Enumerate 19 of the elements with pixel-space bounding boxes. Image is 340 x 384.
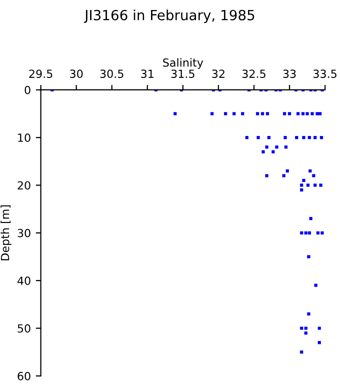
x-tick-label: 29.5 <box>29 70 52 78</box>
x-tick-label: 30.5 <box>100 70 124 78</box>
x-tick-label: 31 <box>141 70 154 78</box>
y-tick-label: 0 <box>24 86 30 94</box>
y-tick-label: 10 <box>18 134 30 142</box>
x-tick-label: 31.5 <box>171 70 194 78</box>
y-axis-title: Depth [m] <box>0 205 12 260</box>
chart-title: JI3166 in February, 1985 <box>84 10 254 24</box>
x-tick-label: 33.5 <box>314 70 336 78</box>
y-tick-label: 50 <box>18 324 30 333</box>
x-axis-title: Salinity <box>163 58 204 69</box>
y-tick-label: 20 <box>18 181 30 190</box>
x-tick-label: 33 <box>283 70 296 78</box>
y-tick-label: 30 <box>18 228 30 238</box>
x-tick-label: 32.5 <box>242 70 266 78</box>
x-tick-label: 30 <box>70 70 83 78</box>
y-tick-label: 60 <box>18 372 30 380</box>
y-tick-label: 40 <box>17 276 30 285</box>
x-tick-label: 32 <box>212 70 224 78</box>
